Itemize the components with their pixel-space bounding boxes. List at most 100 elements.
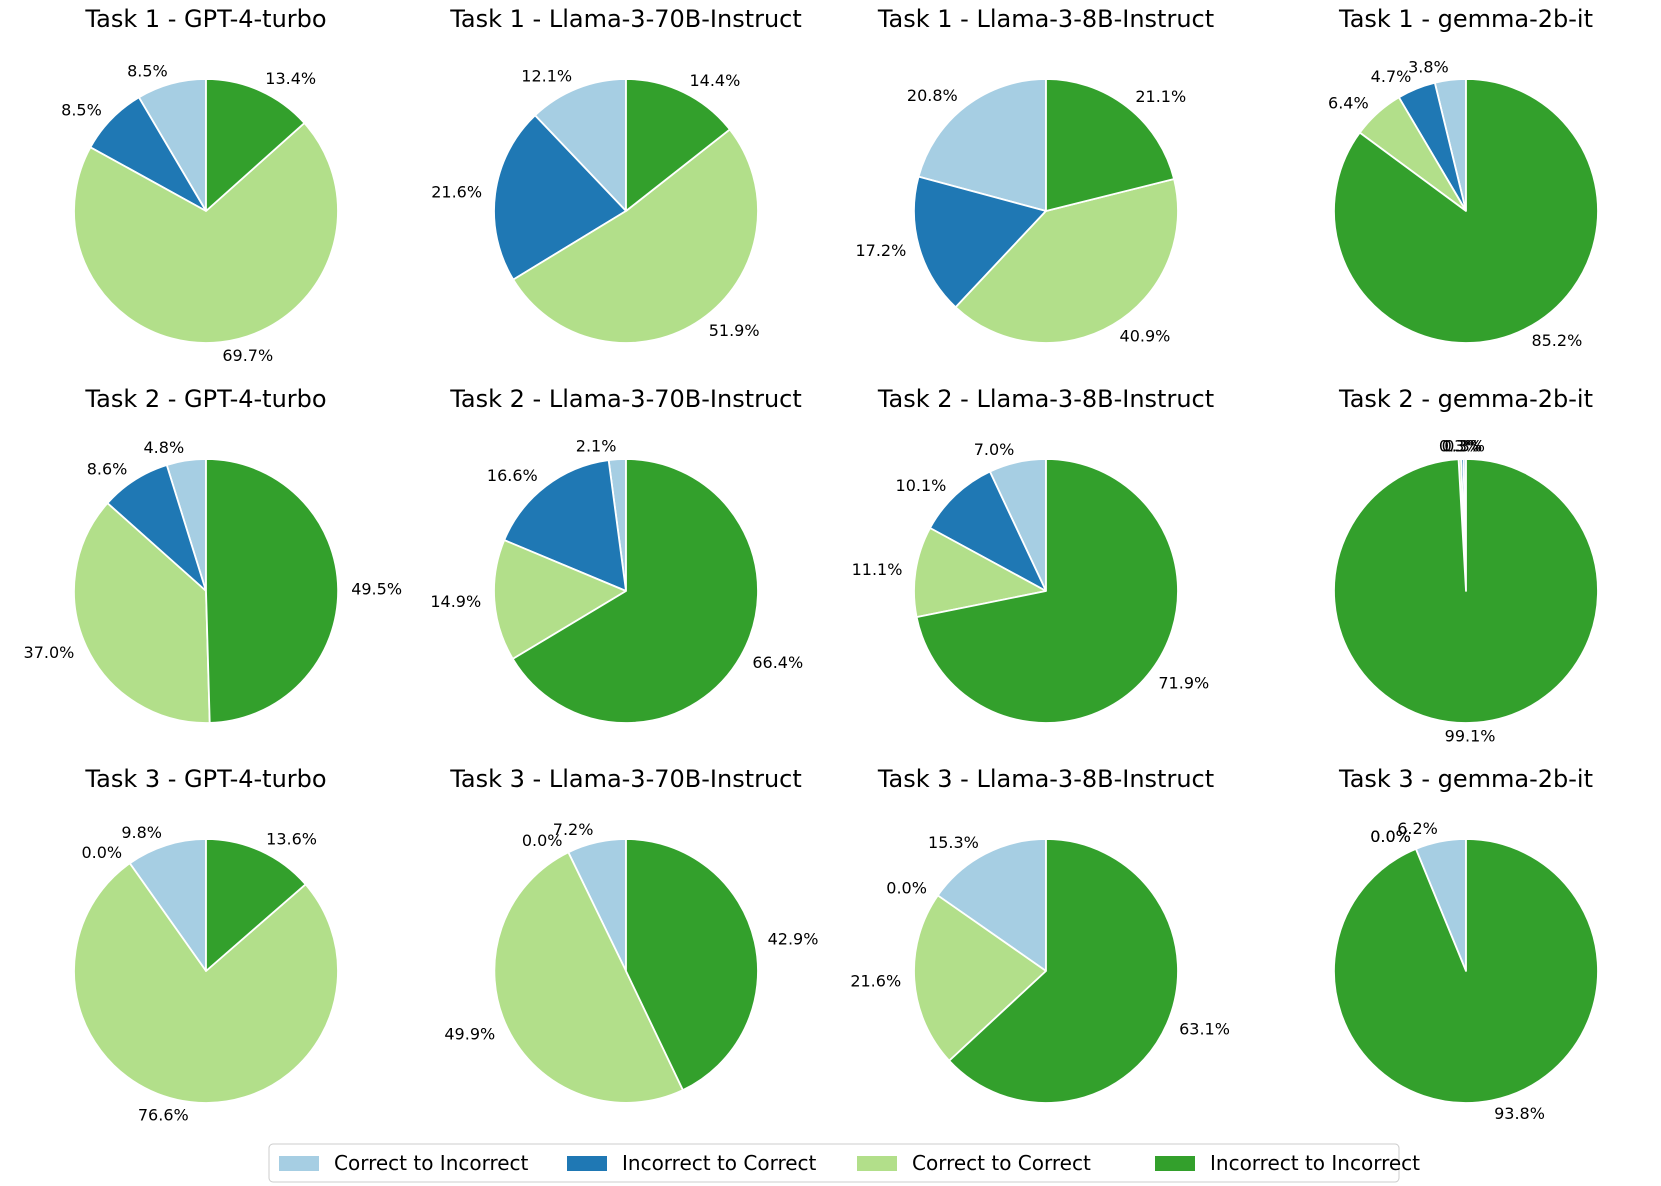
pie-slice (128, 838, 207, 972)
slice-label: 21.1% (1135, 87, 1186, 106)
slice-label: 21.6% (431, 182, 482, 201)
pie-chart: Task 1 - GPT-4-turbo 8.5% 8.5% 69.7% 13.4% (61, 5, 339, 365)
pie-chart: Task 3 - Llama-3-8B-Instruct 15.3% 0.0% 21.… (850, 765, 1230, 1104)
slice-label: 10.1% (896, 476, 947, 495)
slice-label: 49.5% (351, 579, 402, 598)
chart-title: Task 2 - gemma-2b-it (1338, 385, 1593, 413)
slice-label: 8.6% (87, 459, 128, 478)
pie-slice (1333, 458, 1599, 724)
pie-slice (205, 458, 339, 724)
slice-label: 9.8% (121, 823, 162, 842)
slice-label: 17.2% (855, 241, 906, 260)
chart-title: Task 3 - GPT-4-turbo (84, 765, 326, 793)
pie-slice (73, 862, 339, 1104)
legend-entry: Correct to Correct (857, 1151, 1091, 1175)
slice-label: 71.9% (1158, 673, 1209, 692)
slice-label: 13.4% (265, 69, 316, 88)
pie-slice (929, 470, 1047, 592)
slice-label: 21.6% (850, 972, 901, 991)
chart-title: Task 3 - Llama-3-8B-Instruct (877, 765, 1214, 793)
chart-title: Task 1 - gemma-2b-it (1338, 5, 1593, 33)
slice-label: 20.8% (907, 86, 958, 105)
slice-label: 0.0% (1370, 827, 1411, 846)
slice-label: 0.0% (886, 878, 927, 897)
slice-label: 3.8% (1408, 57, 1449, 76)
pie-slice (936, 838, 1047, 972)
chart-title: Task 3 - Llama-3-70B-Instruct (449, 765, 802, 793)
pie-chart: Task 2 - Llama-3-70B-Instruct 2.1% 16.6% 14… (430, 385, 803, 724)
pie-slice (205, 838, 307, 972)
slice-label: 7.2% (553, 820, 594, 839)
pie-slice (948, 838, 1179, 1104)
slice-label: 40.9% (1120, 327, 1171, 346)
slice-label: 14.4% (689, 71, 740, 90)
pie-chart: Task 2 - gemma-2b-it0.3%0.3%0.3%99.1% (1333, 385, 1599, 746)
chart-title: Task 3 - gemma-2b-it (1338, 765, 1593, 793)
slice-label: 69.7% (222, 346, 273, 365)
slice-label: 4.7% (1371, 67, 1412, 86)
slice-label: 14.9% (430, 592, 481, 611)
pie-slice (917, 78, 1047, 212)
pie-slice (1045, 78, 1175, 212)
slice-label: 0.0% (1370, 827, 1411, 846)
legend-swatch (279, 1156, 319, 1171)
pie-slice (1333, 838, 1599, 1104)
chart-title: Task 1 - Llama-3-70B-Instruct (449, 5, 802, 33)
chart-title: Task 2 - Llama-3-70B-Instruct (449, 385, 802, 413)
pie-chart: Task 3 - GPT-4-turbo 9.8%0.0% 76.6% 13.6% (73, 765, 339, 1125)
legend-swatch (567, 1156, 607, 1171)
chart-title: Task 2 - GPT-4-turbo (84, 385, 326, 413)
legend-label: Incorrect to Incorrect (1210, 1151, 1420, 1175)
slice-label: 49.9% (444, 1025, 495, 1044)
pie-slice (511, 458, 759, 724)
pie-slice (73, 122, 339, 344)
pie-slice (913, 894, 1047, 1062)
legend-label: Correct to Incorrect (334, 1151, 529, 1175)
pie-slice (493, 114, 627, 281)
slice-label: 13.6% (266, 829, 317, 848)
pie-chart: Task 1 - gemma-2b-it 3.8%4.7%6.4% 85.2% (1328, 5, 1599, 350)
slice-label: 0.3% (1439, 436, 1480, 455)
slice-label: 11.1% (852, 560, 903, 579)
slice-label: 0.0% (81, 843, 122, 862)
slice-label: 8.5% (61, 100, 102, 119)
legend-swatch (1155, 1156, 1195, 1171)
legend-entry: Incorrect to Incorrect (1155, 1151, 1420, 1175)
legend-label: Incorrect to Correct (622, 1151, 817, 1175)
pie-slice (625, 78, 731, 212)
slice-label: 0.0% (522, 831, 563, 850)
pie-slice (913, 175, 1047, 309)
slice-label: 8.5% (127, 61, 168, 80)
pie-slice (493, 851, 684, 1104)
pie-slice (1333, 78, 1599, 344)
slice-label: 66.4% (752, 653, 803, 672)
slice-label: 7.0% (974, 440, 1015, 459)
slice-label: 16.6% (487, 466, 538, 485)
chart-title: Task 2 - Llama-3-8B-Instruct (877, 385, 1214, 413)
pie-slice (954, 178, 1179, 344)
slice-label: 63.1% (1179, 1020, 1230, 1039)
legend: Correct to Incorrect Incorrect to Correct… (268, 1143, 1420, 1183)
pie-slice (534, 78, 627, 212)
chart-title: Task 1 - GPT-4-turbo (84, 5, 326, 33)
pie-slice (512, 128, 759, 344)
pie-chart: Task 3 - Llama-3-70B-Instruct 7.2%0.0% 49.… (444, 765, 819, 1104)
slice-label: 42.9% (768, 929, 819, 948)
pie-slice (913, 527, 1047, 619)
slice-label: 85.2% (1531, 331, 1582, 350)
pie-slice (73, 502, 211, 724)
pie-slice (625, 838, 759, 1091)
slice-label: 15.3% (928, 833, 979, 852)
legend-entry: Correct to Incorrect (279, 1151, 529, 1175)
slice-label: 6.2% (1397, 819, 1438, 838)
pie-chart: Task 3 - gemma-2b-it6.2%0.0%0.0%93.8% (1333, 765, 1599, 1123)
slice-label: 93.8% (1494, 1104, 1545, 1123)
pie-slice (503, 459, 627, 592)
legend-swatch (857, 1156, 897, 1171)
legend-frame (268, 1143, 1400, 1183)
pie-chart: Task 2 - Llama-3-8B-Instruct 7.0% 10.1% 11.… (852, 385, 1214, 724)
pie-slice (205, 78, 306, 212)
legend-label: Correct to Correct (912, 1151, 1091, 1175)
legend-entry: Incorrect to Correct (567, 1151, 817, 1175)
